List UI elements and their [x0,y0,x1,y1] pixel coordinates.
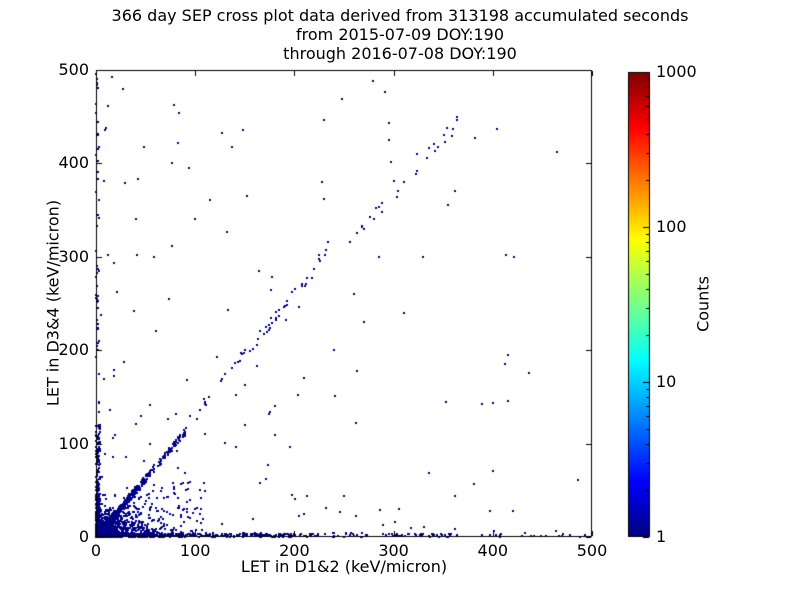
x-tick-label: 100 [179,541,211,560]
y-tick-label: 200 [58,340,89,360]
colorbar-tick-label: 100 [656,217,687,236]
y-tick-label: 500 [58,60,89,79]
y-tick-label: 0 [78,527,89,546]
plot-title-line2: from 2015-07-09 DOY:190 [295,25,505,44]
y-axis-label: LET in D3&4 (keV/micron) [43,199,63,407]
colorbar-tick-label: 1000 [656,62,697,81]
y-tick-label: 300 [58,246,89,266]
colorbar-tick-label: 10 [656,372,677,391]
x-tick-label: 300 [378,541,409,560]
x-tick-label: 500 [576,541,608,560]
x-axis-label: LET in D1&2 (keV/micron) [240,557,448,576]
x-tick-label: 200 [279,541,310,560]
colorbar-label: Counts [693,276,713,332]
x-tick-label: 400 [477,541,509,560]
plot-title-line3: through 2016-07-08 DOY:190 [283,44,517,63]
plot-title-line1: 366 day SEP cross plot data derived from… [111,6,689,25]
x-tick-label: 0 [90,541,102,560]
y-tick-label: 100 [58,433,89,453]
y-tick-label: 400 [58,153,89,173]
colorbar-tick-label: 1 [656,527,667,546]
